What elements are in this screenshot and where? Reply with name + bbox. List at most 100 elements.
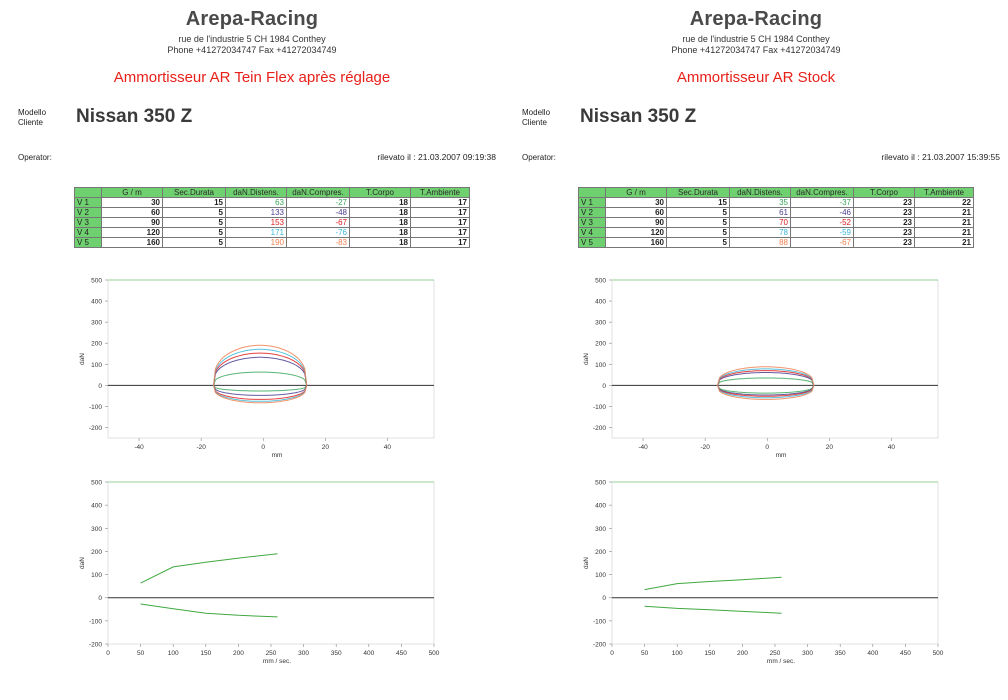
y-tick-label: 0: [602, 595, 606, 602]
y-axis-label: daN: [583, 557, 590, 569]
x-tick-label: 400: [363, 650, 374, 657]
table-cell: -27: [286, 197, 350, 208]
table-cell: 5: [666, 217, 730, 228]
y-tick-label: 200: [595, 341, 606, 348]
x-tick-label: 450: [900, 650, 911, 657]
car-name: Nissan 350 Z: [580, 106, 697, 127]
plot-frame: [107, 279, 435, 439]
table-header-cell: [578, 187, 606, 198]
table-row: V 5 160 5 88 -67 23 21: [578, 237, 974, 248]
x-axis-label: mm / sec.: [263, 658, 291, 665]
force-velocity-svg: -200 -100 0 100 200 300 400 500 0 50 100 150 200 250 3…: [79, 480, 440, 666]
x-tick-label: 0: [765, 444, 769, 451]
table-row: V 2 60 5 133 -48 18 17: [74, 207, 470, 218]
table-cell: 90: [605, 217, 667, 228]
table-cell: 23: [853, 237, 915, 248]
y-tick-label: -200: [89, 425, 102, 432]
table-cell: 17: [410, 227, 470, 238]
table-cell: 18: [349, 217, 411, 228]
table-cell: -52: [790, 217, 854, 228]
y-tick-label: -100: [89, 618, 102, 625]
damper-loop-v5: [213, 344, 308, 404]
company-address: rue de l'industrie 5 CH 1984 Conthey: [178, 34, 326, 44]
table-cell: -76: [286, 227, 350, 238]
x-tick-label: 20: [826, 444, 834, 451]
table-cell: 153: [225, 217, 287, 228]
table-header-cell: daN.Compres.: [790, 187, 854, 198]
model-label: Modello: [522, 108, 551, 117]
table-row: V 2 60 5 61 -46 23 21: [578, 207, 974, 218]
compression-curve: [140, 603, 278, 618]
y-tick-label: -200: [89, 642, 102, 649]
table-cell: 21: [914, 207, 974, 218]
table-cell: 5: [162, 217, 226, 228]
table-cell: -83: [286, 237, 350, 248]
table-cell: 23: [853, 197, 915, 208]
table-header-cell: T.Ambiente: [914, 187, 974, 198]
operator-label: Operator:: [522, 153, 556, 162]
table-cell: 90: [101, 217, 163, 228]
table-cell: 70: [729, 217, 791, 228]
y-tick-label: -100: [593, 618, 606, 625]
table-cell: 17: [410, 207, 470, 218]
table-cell: 15: [666, 197, 730, 208]
table-header-cell: Sec.Durata: [666, 187, 730, 198]
y-tick-label: 200: [91, 549, 102, 556]
x-tick-label: 500: [933, 650, 944, 657]
car-name: Nissan 350 Z: [76, 106, 193, 127]
table-row: V 1 30 15 63 -27 18 17: [74, 197, 470, 208]
table-header-cell: daN.Distens.: [729, 187, 791, 198]
table-cell: 15: [162, 197, 226, 208]
x-tick-label: 150: [200, 650, 211, 657]
x-tick-label: 300: [802, 650, 813, 657]
x-tick-label: -40: [134, 444, 144, 451]
company-phone: Phone +41272034747 Fax +41272034749: [167, 45, 337, 55]
company-address: rue de l'industrie 5 CH 1984 Conthey: [682, 34, 830, 44]
table-cell: 63: [225, 197, 287, 208]
y-tick-label: -200: [593, 425, 606, 432]
x-tick-label: 50: [641, 650, 649, 657]
table-row: V 3 90 5 70 -52 23 21: [578, 217, 974, 228]
table-cell: 21: [914, 237, 974, 248]
x-tick-label: 0: [261, 444, 265, 451]
y-tick-label: 0: [98, 595, 102, 602]
table-cell: 35: [729, 197, 791, 208]
y-tick-label: 200: [595, 549, 606, 556]
row-label-cell: V 3: [74, 217, 102, 228]
report-title: Ammortisseur AR Tein Flex après réglage: [113, 69, 391, 86]
row-label-cell: V 4: [578, 227, 606, 238]
table-cell: 23: [853, 217, 915, 228]
y-tick-label: 500: [91, 480, 102, 487]
table-cell: 23: [853, 207, 915, 218]
y-tick-label: 400: [91, 299, 102, 306]
table-cell: 18: [349, 207, 411, 218]
model-client-label: Modello Cliente: [522, 108, 550, 128]
table-cell: 60: [605, 207, 667, 218]
measurement-table: G / m Sec.Durata daN.Distens. daN.Compres. T…: [74, 187, 470, 248]
y-tick-label: 300: [91, 526, 102, 533]
table-header-cell: T.Corpo: [349, 187, 411, 198]
table-cell: 22: [914, 197, 974, 208]
table-cell: 18: [349, 197, 411, 208]
table-cell: 5: [666, 227, 730, 238]
table-row: V 4 120 5 171 -76 18 17: [74, 227, 470, 238]
y-axis-label: daN: [583, 353, 590, 365]
table-header-cell: T.Corpo: [853, 187, 915, 198]
y-tick-label: 0: [602, 383, 606, 390]
company-name: Arepa-Racing: [689, 8, 823, 30]
force-displacement-chart: -200 -100 0 100 200 300 400 500 -40 -20 0 20 40 mm daN: [504, 272, 1008, 468]
measured-date: rilevato il : 21.03.2007 09:19:38: [377, 152, 496, 162]
plot-frame: [107, 481, 435, 645]
table-cell: 5: [666, 207, 730, 218]
table-header-cell: Sec.Durata: [162, 187, 226, 198]
table-cell: 17: [410, 197, 470, 208]
x-tick-label: 150: [704, 650, 715, 657]
x-tick-label: -40: [638, 444, 648, 451]
client-label: Cliente: [522, 118, 547, 127]
x-tick-label: 300: [298, 650, 309, 657]
table-cell: 61: [729, 207, 791, 218]
table-header-cell: G / m: [605, 187, 667, 198]
x-tick-label: 200: [233, 650, 244, 657]
table-row: V 5 160 5 190 -83 18 17: [74, 237, 470, 248]
